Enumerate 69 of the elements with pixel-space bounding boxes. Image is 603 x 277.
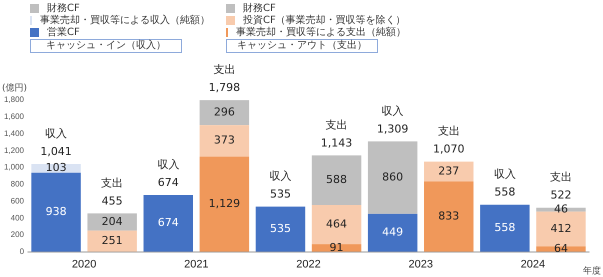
bar (368, 214, 418, 252)
data-label: 449 (382, 226, 404, 239)
data-label: 46 (554, 202, 568, 216)
total-label: 収入 535 (269, 170, 292, 201)
data-label: 64 (554, 242, 568, 255)
bar (200, 125, 250, 157)
bar (480, 204, 530, 252)
y-tick-label: 0 (20, 247, 25, 256)
data-label: 91 (330, 240, 344, 254)
y-tick-label: 600 (10, 196, 25, 206)
bar (200, 156, 250, 252)
bar (256, 206, 306, 252)
total-label: 収入 1,041 (40, 126, 72, 158)
data-label: 938 (46, 205, 67, 218)
legend-label: 事業売却・買収等による収入（純額） (40, 14, 210, 26)
legend-label: 営業CF (47, 26, 80, 39)
x-tick-label: 2023 (408, 258, 433, 270)
total-label: 支出 455 (101, 176, 124, 208)
total-label: 支出 1,798 (208, 63, 240, 94)
x-tick-label: 2022 (296, 258, 321, 270)
data-label: 373 (214, 134, 235, 147)
total-label: 支出 1,070 (433, 124, 465, 156)
data-label: 674 (158, 216, 179, 230)
x-tick-label: 2020 (72, 258, 96, 270)
y-tick-label: 1,200 (4, 146, 25, 155)
data-label: 860 (382, 170, 404, 184)
legend-label: 投資CF（事業売却・買収等を除く） (243, 14, 406, 26)
bar (200, 100, 250, 126)
legend-label: 事業売却・買収等による支出（純額） (236, 26, 406, 39)
legend-label: 財務CF (243, 2, 276, 14)
data-label: 412 (550, 222, 572, 235)
y-tick-label: 1,800 (4, 95, 25, 104)
bar (368, 141, 418, 214)
bar (424, 162, 474, 182)
data-label: 558 (494, 221, 516, 234)
y-tick-label: 800 (10, 180, 25, 189)
y-tick-label: 200 (10, 230, 25, 240)
bar (144, 194, 194, 252)
text: キャッシュ・イン（収入） (30, 39, 182, 53)
bar (312, 155, 362, 205)
x-axis-title: 年度 (583, 265, 601, 276)
data-label: 833 (438, 210, 460, 223)
data-label: 204 (102, 214, 123, 228)
x-tick-label: 2024 (520, 258, 546, 270)
legend-label: 財務CF (47, 2, 80, 14)
y-tick-label: 1,400 (4, 128, 25, 138)
data-label: 588 (326, 173, 348, 186)
total-label: 収入 674 (157, 158, 180, 189)
data-label: 296 (214, 106, 235, 119)
y-tick-label: 1,000 (4, 162, 25, 172)
bar (87, 230, 137, 252)
data-label: 251 (102, 234, 123, 248)
bar (31, 172, 81, 252)
data-label: 464 (326, 217, 348, 230)
total-label: 支出 522 (550, 170, 572, 202)
total-label: 支出 1,143 (320, 118, 352, 150)
bar (312, 204, 362, 244)
data-label: 237 (438, 164, 460, 178)
y-tick-label: 400 (10, 213, 25, 222)
y-tick-label: 1,600 (4, 112, 25, 122)
data-label: 103 (46, 161, 67, 174)
data-label: 1,129 (208, 197, 240, 210)
x-tick-label: 2021 (184, 258, 209, 270)
total-label: 収入 1,309 (376, 104, 408, 136)
total-label: 収入 558 (494, 168, 516, 199)
text: キャッシュ・アウト（支出） (226, 39, 378, 53)
y-axis-title: (億円) (2, 82, 28, 94)
data-label: 535 (270, 222, 291, 236)
bar (424, 182, 474, 252)
